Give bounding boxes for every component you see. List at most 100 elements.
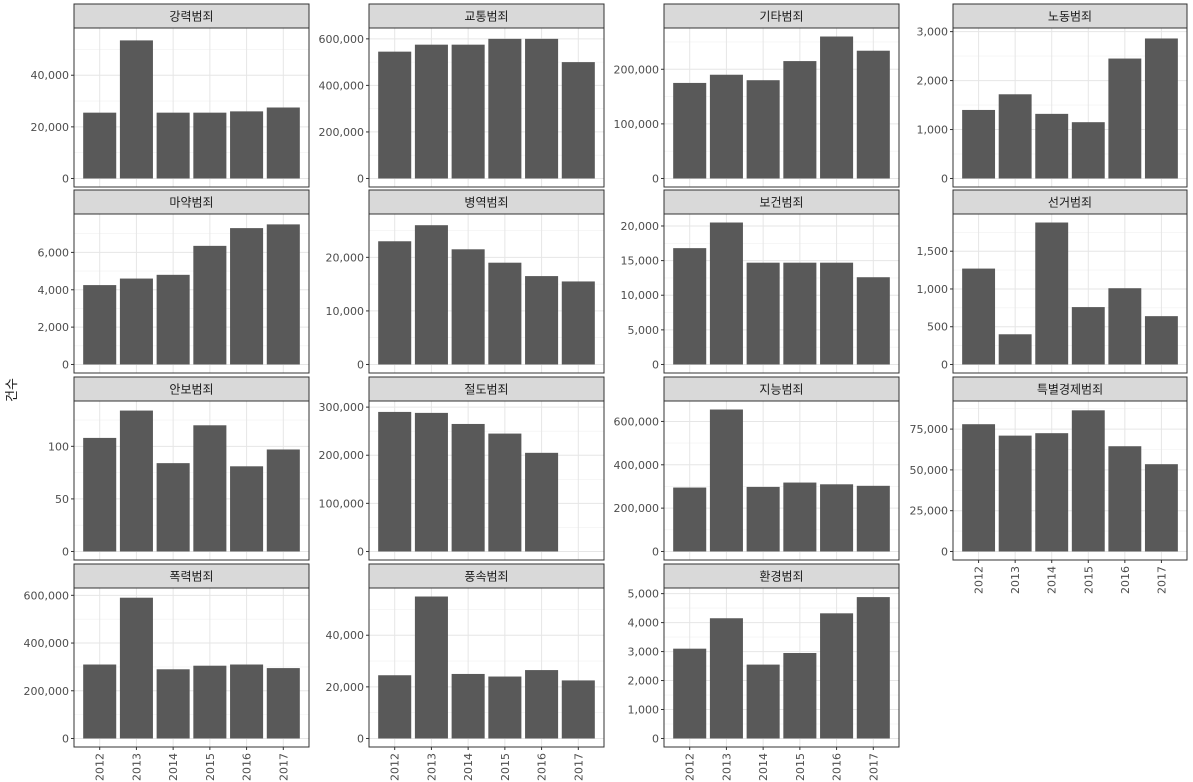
x-tick-label: 2017	[867, 753, 880, 781]
facet-strip-label: 선거범죄	[1048, 196, 1092, 210]
facet-strip	[663, 376, 900, 402]
y-tick-label: 0	[941, 545, 948, 558]
x-tick-label: 2017	[1155, 566, 1168, 594]
y-tick-label: 100,000	[614, 118, 660, 131]
facet-strip-label: 교통범죄	[464, 10, 508, 24]
bar-2014	[1035, 222, 1069, 365]
bar-2012	[378, 51, 412, 179]
facet-strip	[952, 3, 1188, 29]
y-tick-label: 1,000	[917, 124, 949, 137]
bar-2016	[230, 466, 264, 552]
bar-2016	[1108, 446, 1142, 552]
x-tick-label: 2014	[1046, 566, 1059, 594]
y-tick-label: 1,500	[917, 245, 949, 258]
bar-2017	[1144, 464, 1178, 552]
panel-4: 노동범죄 0 1,000 2,000 3,000	[917, 3, 1188, 188]
bar-2015	[193, 425, 227, 552]
bar-2017	[856, 50, 890, 179]
y-tick-label: 40,000	[31, 69, 70, 82]
bar-2017	[561, 680, 595, 739]
panel-5: 마약범죄 0 2,000 4,000 6,000	[38, 189, 310, 374]
facet-strip	[368, 3, 605, 29]
bar-2013	[709, 74, 743, 179]
bar-2016	[525, 38, 559, 179]
bar-2015	[488, 676, 522, 739]
bar-2016	[525, 452, 559, 552]
bar-2017	[1144, 38, 1178, 179]
y-tick-label: 5,000	[628, 324, 660, 337]
y-tick-label: 0	[62, 358, 69, 371]
x-tick-label: 2014	[462, 753, 475, 781]
facet-strip	[368, 189, 605, 215]
y-tick-label: 0	[357, 732, 364, 745]
panel-3: 기타범죄 0 100,000 200,000	[614, 3, 900, 188]
bar-2017	[266, 668, 300, 739]
bar-2015	[1071, 307, 1105, 365]
y-tick-label: 10,000	[326, 305, 365, 318]
facet-strip-label: 보건범죄	[759, 196, 803, 210]
y-tick-label: 400,000	[614, 459, 660, 472]
x-tick-label: 2012	[94, 753, 107, 781]
y-tick-label: 2,000	[38, 321, 70, 334]
x-tick-label: 2017	[277, 753, 290, 781]
bar-2012	[378, 411, 412, 552]
bar-2013	[709, 409, 743, 552]
panel-13: 폭력범죄 0 200,000 400,000 600,000 2012 2013 2014 20…	[24, 563, 310, 781]
bar-2014	[451, 44, 485, 179]
panel-12: 특별경제범죄 0 25,000 50,000 75,000 2012 2013 2014 201…	[910, 376, 1188, 594]
y-tick-label: 600,000	[24, 589, 70, 602]
facet-strip-label: 풍속범죄	[464, 570, 508, 584]
y-tick-label: 200,000	[319, 449, 365, 462]
bar-2015	[488, 433, 522, 552]
facet-strip-label: 특별경제범죄	[1037, 383, 1103, 397]
y-tick-label: 0	[941, 358, 948, 371]
y-tick-label: 200,000	[24, 685, 70, 698]
y-tick-label: 20,000	[326, 681, 365, 694]
panel-9: 안보범죄 0 50 100	[48, 376, 310, 561]
bar-2017	[561, 62, 595, 179]
bar-2014	[746, 664, 780, 739]
y-tick-label: 400,000	[24, 637, 70, 650]
bar-2013	[709, 618, 743, 739]
bar-2014	[156, 669, 190, 739]
facet-strip	[952, 189, 1188, 215]
y-tick-label: 300,000	[319, 401, 365, 414]
facet-strip	[663, 189, 900, 215]
bar-2017	[856, 277, 890, 365]
y-tick-label: 20,000	[621, 220, 660, 233]
y-tick-label: 600,000	[614, 415, 660, 428]
bar-2015	[783, 653, 817, 739]
bar-2012	[378, 675, 412, 739]
y-tick-label: 0	[357, 358, 364, 371]
facet-strip-label: 지능범죄	[759, 383, 803, 397]
y-tick-label: 40,000	[326, 629, 365, 642]
x-tick-label: 2017	[572, 753, 585, 781]
bar-2013	[119, 278, 153, 365]
y-tick-label: 600,000	[319, 33, 365, 46]
x-tick-label: 2016	[1119, 566, 1132, 594]
y-tick-label: 4,000	[38, 284, 70, 297]
y-tick-label: 0	[652, 545, 659, 558]
bar-2014	[1035, 113, 1069, 179]
bar-2015	[783, 482, 817, 552]
bar-2016	[525, 670, 559, 739]
x-tick-label: 2015	[1082, 566, 1095, 594]
y-tick-label: 1,000	[917, 283, 949, 296]
bar-2016	[820, 484, 854, 552]
panel-6: 병역범죄 0 10,000 20,000	[326, 189, 605, 374]
x-tick-label: 2013	[1009, 566, 1022, 594]
bar-2016	[230, 228, 264, 365]
bar-2014	[746, 80, 780, 179]
panel-7: 보건범죄 0 5,000 10,000 15,000 20,000	[621, 189, 900, 374]
facet-strip-label: 절도범죄	[464, 383, 508, 397]
bar-2016	[820, 36, 854, 179]
y-tick-label: 2,000	[917, 75, 949, 88]
bar-2017	[561, 281, 595, 365]
bar-2015	[783, 262, 817, 365]
bar-2016	[820, 613, 854, 739]
y-tick-label: 20,000	[326, 251, 365, 264]
panel-11: 지능범죄 0 200,000 400,000 600,000	[614, 376, 900, 561]
y-tick-label: 0	[652, 732, 659, 745]
bar-2015	[488, 38, 522, 179]
bar-2017	[266, 224, 300, 365]
